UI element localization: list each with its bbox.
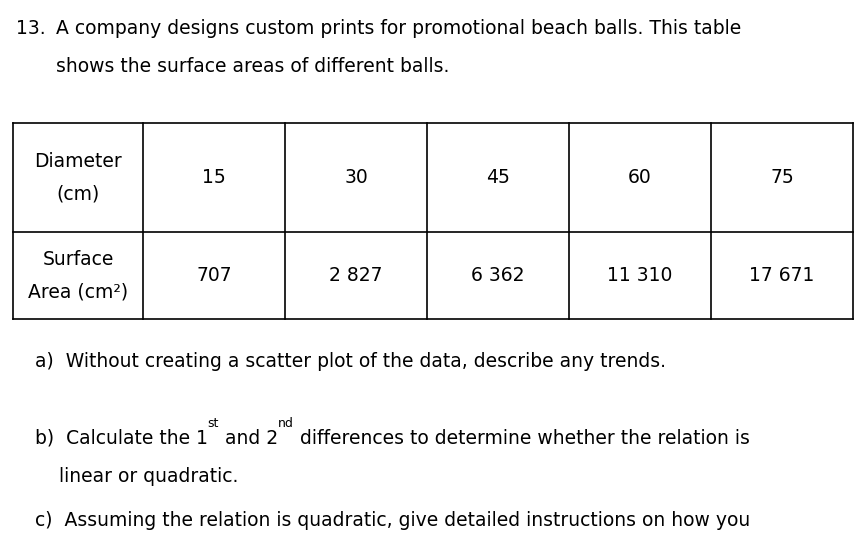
Text: 17 671: 17 671 bbox=[749, 266, 815, 285]
Text: A company designs custom prints for promotional beach balls. This table: A company designs custom prints for prom… bbox=[56, 19, 741, 38]
Text: 30: 30 bbox=[345, 168, 368, 187]
Text: nd: nd bbox=[278, 417, 294, 430]
Text: and 2: and 2 bbox=[219, 429, 278, 448]
Text: 13.: 13. bbox=[16, 19, 45, 38]
Text: shows the surface areas of different balls.: shows the surface areas of different bal… bbox=[56, 57, 449, 76]
Text: Area (cm²): Area (cm²) bbox=[28, 283, 128, 301]
Text: 45: 45 bbox=[486, 168, 510, 187]
Text: a)  Without creating a scatter plot of the data, describe any trends.: a) Without creating a scatter plot of th… bbox=[35, 352, 666, 371]
Text: b)  Calculate the 1: b) Calculate the 1 bbox=[35, 429, 208, 448]
Text: Diameter: Diameter bbox=[35, 152, 122, 170]
Text: 707: 707 bbox=[197, 266, 232, 285]
Text: Surface: Surface bbox=[42, 250, 113, 269]
Text: 11 310: 11 310 bbox=[607, 266, 673, 285]
Text: st: st bbox=[208, 417, 219, 430]
Text: linear or quadratic.: linear or quadratic. bbox=[35, 467, 238, 486]
Text: c)  Assuming the relation is quadratic, give detailed instructions on how you: c) Assuming the relation is quadratic, g… bbox=[35, 511, 750, 530]
Text: 6 362: 6 362 bbox=[471, 266, 525, 285]
Text: 60: 60 bbox=[628, 168, 652, 187]
Text: 2 827: 2 827 bbox=[329, 266, 383, 285]
Text: differences to determine whether the relation is: differences to determine whether the rel… bbox=[294, 429, 750, 448]
Text: 75: 75 bbox=[770, 168, 794, 187]
Text: (cm): (cm) bbox=[56, 185, 100, 203]
Text: 15: 15 bbox=[203, 168, 226, 187]
